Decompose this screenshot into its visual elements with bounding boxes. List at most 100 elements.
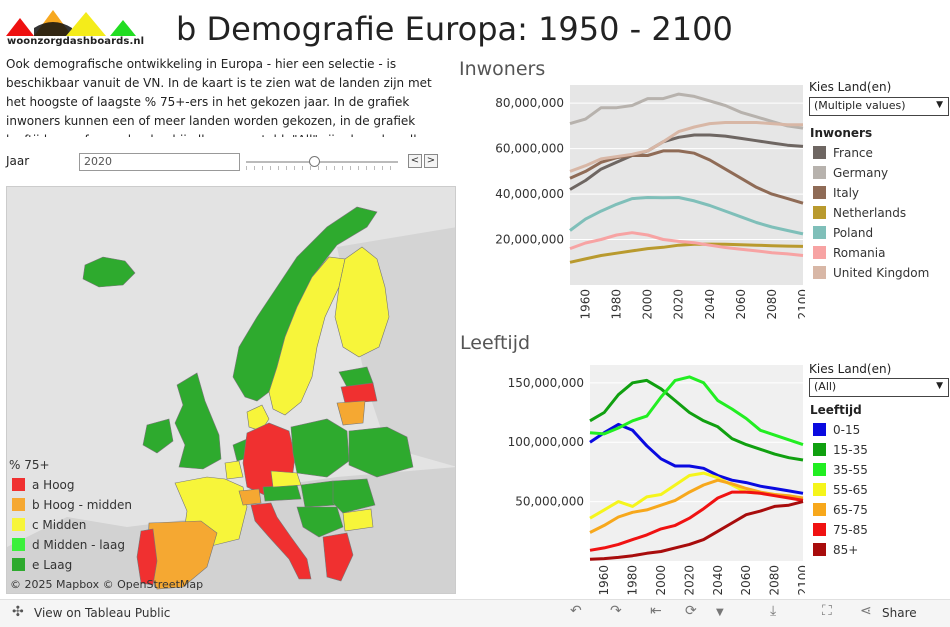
chart-legend-item[interactable]: Poland: [813, 226, 873, 240]
chart-legend-item[interactable]: Romania: [813, 246, 885, 260]
map-austria[interactable]: [262, 484, 302, 502]
inwoners-chart[interactable]: 80,000,000 60,000,000 40,000,000 20,000,000…: [455, 80, 805, 325]
series-line-35-55: [589, 375, 804, 447]
chart-legend-item[interactable]: 35-55: [813, 463, 868, 477]
map-hungary[interactable]: [300, 480, 338, 508]
undo-icon[interactable]: ↶: [570, 603, 582, 619]
y-tick-label: 20,000,000: [495, 233, 564, 247]
y-tick-label: 100,000,000: [508, 435, 584, 449]
logo-triangle-yellow: [66, 12, 106, 36]
leeftijd-chart[interactable]: 150,000,000 100,000,000 50,000,000 1960 1980…: [455, 360, 805, 596]
year-slider-ticks: [246, 166, 398, 170]
year-filter-label: Jaar: [6, 154, 30, 168]
legend-swatch: [12, 478, 25, 491]
legend-label: c Midden: [32, 518, 87, 532]
x-tick-label: 2000: [654, 565, 668, 596]
series-line-italy: [569, 149, 804, 205]
chevron-down-icon[interactable]: ▼: [716, 607, 724, 618]
legend-swatch: [12, 518, 25, 531]
map-italy[interactable]: [250, 502, 312, 580]
inwoners-legend-header: Inwoners: [810, 126, 873, 140]
chart-legend-item[interactable]: Netherlands: [813, 206, 906, 220]
legend-label: Poland: [833, 226, 874, 240]
share-icon[interactable]: ⋖: [860, 603, 872, 619]
logo-triangle-red: [6, 18, 34, 36]
next-year-button[interactable]: >: [424, 154, 438, 168]
tableau-toolbar: [0, 599, 950, 627]
map-bulgaria[interactable]: [342, 508, 374, 532]
chart-legend-item[interactable]: Germany: [813, 166, 888, 180]
year-input[interactable]: 2020: [79, 153, 240, 171]
leeftijd-filter-label: Kies Land(en): [809, 362, 892, 376]
tableau-logo-icon[interactable]: ✣: [12, 604, 24, 620]
chart-legend-item[interactable]: 75-85: [813, 523, 868, 537]
chart-legend-item[interactable]: United Kingdom: [813, 266, 929, 280]
europe-map[interactable]: [6, 186, 456, 594]
chart-legend-item[interactable]: 55-65: [813, 483, 868, 497]
fullscreen-icon[interactable]: ⛶: [822, 603, 832, 619]
chart-legend-item[interactable]: 0-15: [813, 423, 860, 437]
map-lithuania[interactable]: [336, 400, 366, 426]
map-united-kingdom[interactable]: [174, 372, 222, 470]
year-slider-thumb[interactable]: [309, 156, 320, 167]
map-legend-item[interactable]: a Hoog: [12, 478, 75, 492]
map-finland[interactable]: [334, 246, 390, 358]
plot-area: [590, 365, 803, 561]
map-legend-item[interactable]: e Laag: [12, 558, 72, 572]
x-tick-label: 1980: [626, 565, 640, 596]
inwoners-select-value: (Multiple values): [814, 99, 906, 112]
chart-legend-item[interactable]: France: [813, 146, 873, 160]
leeftijd-legend-header: Leeftijd: [810, 403, 862, 417]
legend-swatch: [813, 423, 826, 436]
chart-legend-item[interactable]: 65-75: [813, 503, 868, 517]
download-icon[interactable]: ⤓: [770, 603, 777, 619]
map-legend-item[interactable]: d Midden - laag: [12, 538, 125, 552]
x-tick-label: 1980: [610, 289, 624, 320]
chart-legend-item[interactable]: Italy: [813, 186, 859, 200]
x-tick-label: 1960: [597, 565, 611, 596]
year-slider-track[interactable]: [246, 161, 398, 163]
map-balkans[interactable]: [296, 506, 344, 538]
share-button[interactable]: Share: [882, 606, 917, 620]
leeftijd-country-select[interactable]: (All) ▼: [809, 378, 949, 397]
series-line-0-15: [589, 422, 804, 495]
series-line-75-85: [589, 490, 804, 552]
leeftijd-select-value: (All): [814, 380, 837, 393]
revert-icon[interactable]: ⇤: [650, 603, 662, 619]
legend-label: Germany: [833, 166, 889, 180]
legend-swatch: [813, 443, 826, 456]
map-legend-item[interactable]: b Hoog - midden: [12, 498, 132, 512]
refresh-icon[interactable]: ⟳: [685, 603, 697, 619]
map-portugal[interactable]: [136, 528, 158, 586]
map-poland[interactable]: [290, 418, 350, 478]
series-line-romania: [569, 231, 804, 257]
legend-label: d Midden - laag: [32, 538, 125, 552]
map-iceland[interactable]: [82, 256, 136, 288]
redo-icon[interactable]: ↷: [610, 603, 622, 619]
chart-legend-item[interactable]: 85+: [813, 543, 858, 557]
chevron-down-icon: ▼: [936, 100, 943, 110]
map-greece[interactable]: [322, 532, 354, 582]
map-legend-item[interactable]: c Midden: [12, 518, 86, 532]
map-belgium[interactable]: [224, 460, 244, 480]
map-czechia[interactable]: [270, 470, 302, 488]
legend-swatch: [12, 558, 25, 571]
map-ireland[interactable]: [142, 418, 174, 454]
map-latvia[interactable]: [340, 382, 378, 404]
chart-legend-item[interactable]: 15-35: [813, 443, 868, 457]
inwoners-country-select[interactable]: (Multiple values) ▼: [809, 97, 949, 116]
map-romania[interactable]: [332, 478, 376, 514]
y-tick-label: 50,000,000: [515, 495, 584, 509]
y-tick-label: 40,000,000: [495, 187, 564, 201]
legend-swatch: [813, 246, 826, 259]
y-tick-label: 60,000,000: [495, 142, 564, 156]
logo-text: woonzorgdashboards.nl: [7, 36, 145, 47]
map-switzerland[interactable]: [238, 488, 262, 506]
legend-label: 55-65: [833, 483, 868, 497]
map-belarus[interactable]: [348, 426, 414, 478]
legend-swatch: [813, 166, 826, 179]
prev-year-button[interactable]: <: [408, 154, 422, 168]
view-on-tableau-public-link[interactable]: View on Tableau Public: [34, 606, 171, 620]
series-line-united-kingdom: [569, 121, 803, 173]
x-tick-label: 2000: [641, 289, 655, 320]
